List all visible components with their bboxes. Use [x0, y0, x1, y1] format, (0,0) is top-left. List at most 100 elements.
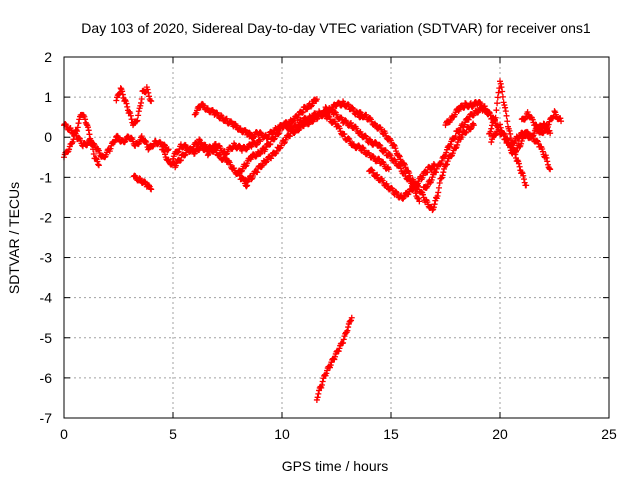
data-point-marker: [547, 166, 554, 173]
x-tick-label: 15: [383, 426, 399, 442]
data-point-marker: [428, 176, 435, 183]
data-point-marker: [254, 169, 261, 176]
data-point-marker: [395, 152, 402, 159]
x-tick-label: 5: [169, 426, 177, 442]
data-point-marker: [447, 141, 454, 148]
data-point-marker: [470, 122, 477, 129]
data-point-marker: [493, 107, 500, 114]
data-point-marker: [362, 132, 369, 139]
data-point-marker: [300, 108, 307, 115]
data-point-marker: [430, 161, 437, 168]
data-point-marker: [436, 179, 443, 186]
data-point-marker: [516, 163, 523, 170]
y-tick-label: 1: [44, 89, 52, 105]
data-point-marker: [438, 157, 445, 164]
data-point-marker: [396, 153, 403, 160]
data-point-marker: [331, 356, 338, 363]
data-point-marker: [499, 88, 506, 95]
data-point-marker: [134, 117, 141, 124]
data-point-marker: [336, 345, 343, 352]
series-s15: [409, 120, 477, 214]
data-point-marker: [281, 140, 288, 147]
plot-frame: [63, 56, 610, 419]
series-s4: [130, 172, 155, 193]
data-point-marker: [228, 118, 235, 125]
data-point-marker: [345, 102, 352, 109]
data-point-marker: [84, 124, 91, 131]
data-point-marker: [146, 182, 153, 189]
data-point-marker: [494, 94, 501, 101]
data-point-marker: [543, 154, 550, 161]
y-tick-label: -4: [40, 290, 53, 306]
data-point-marker: [267, 141, 274, 148]
data-point-marker: [82, 116, 89, 123]
data-point-marker: [393, 188, 400, 195]
x-axis-label: GPS time / hours: [282, 458, 389, 474]
y-tick-label: -6: [40, 370, 53, 386]
data-point-marker: [289, 118, 296, 125]
data-point-marker: [319, 378, 326, 385]
data-point-marker: [545, 121, 552, 128]
data-point-marker: [340, 336, 347, 343]
data-point-marker: [119, 91, 126, 98]
data-point-marker: [142, 137, 149, 144]
data-point-marker: [495, 89, 502, 96]
data-point-marker: [390, 141, 397, 148]
data-point-marker: [476, 99, 483, 106]
data-point-marker: [314, 394, 321, 401]
series-s9: [235, 96, 320, 175]
data-point-marker: [385, 166, 392, 173]
data-point-marker: [502, 132, 509, 139]
data-point-marker: [429, 174, 436, 181]
data-point-marker: [534, 137, 541, 144]
data-point-marker: [504, 118, 511, 125]
y-tick-label: -7: [40, 410, 53, 426]
data-point-marker: [376, 141, 383, 148]
data-point-marker: [546, 165, 553, 172]
data-point-marker: [112, 137, 119, 144]
series-s12: [322, 104, 423, 205]
data-point-marker: [439, 172, 446, 179]
series-s20: [497, 121, 554, 173]
series-s22: [313, 314, 355, 403]
data-point-marker: [419, 191, 426, 198]
data-point-marker: [438, 175, 445, 182]
data-point-marker: [465, 116, 472, 123]
data-point-marker: [144, 86, 151, 93]
data-point-marker: [435, 189, 442, 196]
data-point-marker: [463, 128, 470, 135]
data-point-marker: [266, 141, 273, 148]
data-point-marker: [424, 169, 431, 176]
data-point-marker: [506, 127, 513, 134]
data-point-marker: [170, 159, 177, 166]
data-point-marker: [502, 135, 509, 142]
data-point-marker: [382, 147, 389, 154]
data-point-marker: [135, 108, 142, 115]
data-point-marker: [454, 141, 461, 148]
data-point-marker: [335, 348, 342, 355]
data-point-marker: [558, 118, 565, 125]
data-point-marker: [145, 146, 152, 153]
data-point-marker: [488, 125, 495, 132]
data-point-marker: [492, 114, 499, 121]
data-point-marker: [138, 99, 145, 106]
data-point-marker: [236, 142, 243, 149]
data-point-marker: [162, 151, 169, 158]
data-point-marker: [529, 116, 536, 123]
data-point-marker: [539, 146, 546, 153]
data-point-marker: [551, 108, 558, 115]
series-s7: [170, 136, 264, 162]
data-point-marker: [523, 182, 530, 189]
data-point-marker: [133, 118, 140, 125]
chart-title: Day 103 of 2020, Sidereal Day-to-day VTE…: [81, 20, 591, 36]
data-point-marker: [74, 124, 81, 131]
data-point-marker: [295, 127, 302, 134]
data-point-marker: [299, 109, 306, 116]
data-point-marker: [435, 184, 442, 191]
data-point-marker: [494, 100, 501, 107]
data-point-marker: [402, 164, 409, 171]
data-point-marker: [345, 101, 352, 108]
y-axis-label: SDTVAR / TECUs: [6, 182, 22, 294]
